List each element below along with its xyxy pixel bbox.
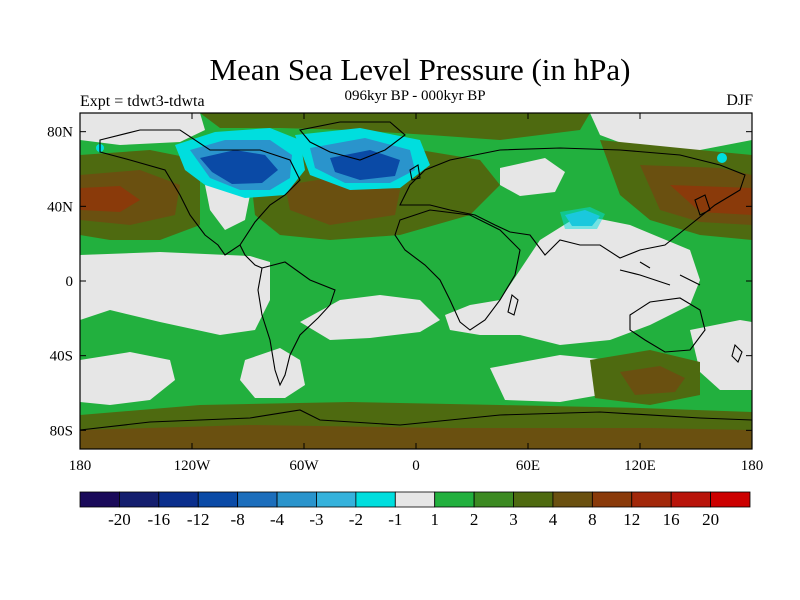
x-tick-label: 180	[741, 458, 764, 474]
y-tick-label: 80S	[50, 423, 73, 439]
y-tick-label: 0	[66, 274, 74, 290]
x-tick-label: 120E	[624, 458, 656, 474]
coast-south-america	[257, 261, 336, 387]
y-axis: 80N 40N 0 40S 80S	[47, 125, 752, 439]
colorbar-swatch	[237, 491, 278, 508]
colorbar-swatch	[473, 491, 514, 508]
zero-region-south-atlantic	[300, 295, 440, 340]
x-tick-label: 180	[69, 458, 92, 474]
brown-center-north-pacific-west	[80, 186, 140, 212]
coast-indonesia	[619, 261, 701, 286]
colorbar-label: -3	[309, 510, 323, 529]
colorbar-swatch	[158, 491, 199, 508]
brown-core-antarctica	[80, 425, 752, 449]
season-label: DJF	[726, 92, 753, 109]
zero-region-south-pacific	[80, 352, 175, 405]
blue-spot-kamchatka	[717, 153, 727, 163]
colorbar-swatch	[276, 491, 317, 508]
coast-antarctica	[80, 409, 752, 431]
x-tick-label: 60E	[516, 458, 540, 474]
colorbar-swatch	[316, 491, 357, 508]
colorbar-swatch	[394, 491, 436, 508]
x-tick-label: 0	[412, 458, 420, 474]
colorbar-swatch	[355, 491, 396, 508]
colorbar-label: 4	[549, 510, 558, 529]
colorbar-label: 12	[623, 510, 640, 529]
colorbar: -20 -16 -12 -8 -4 -3 -2 -1 1 2 3 4 8 12 16 20	[79, 491, 751, 529]
x-axis: 180 120W 60W 0 60E 120E 180	[69, 113, 764, 474]
coast-central-america	[239, 244, 263, 269]
colorbar-swatch	[197, 491, 239, 508]
colorbar-label: -2	[349, 510, 363, 529]
blue-region-tibet-rim	[560, 207, 605, 229]
colorbar-swatch	[434, 491, 475, 508]
zero-region-sahara	[500, 158, 565, 196]
colorbar-label: -1	[388, 510, 402, 529]
coast-north-america	[99, 129, 301, 256]
brown-center-east-asia	[670, 185, 752, 215]
coast-japan	[694, 194, 711, 216]
blue-region-greenland-core	[330, 150, 400, 180]
colorbar-label: 20	[702, 510, 719, 529]
coast-madagascar	[507, 294, 519, 316]
colorbar-label: -8	[231, 510, 245, 529]
colorbar-label: -16	[147, 510, 170, 529]
colorbar-label: 16	[663, 510, 680, 529]
colorbar-label: 8	[588, 510, 597, 529]
colorbar-swatch	[79, 491, 120, 508]
coast-eurasia	[399, 147, 746, 259]
experiment-label: Expt = tdwt3-tdwta	[80, 93, 205, 110]
colorbar-swatch	[591, 491, 633, 508]
coast-uk	[409, 164, 421, 181]
colorbar-label: -20	[108, 510, 131, 529]
coast-africa	[394, 209, 521, 331]
zero-region-sw-pacific	[690, 320, 752, 390]
coast-new-zealand	[731, 343, 743, 363]
colorbar-label: 1	[430, 510, 439, 529]
colorbar-label: 3	[509, 510, 518, 529]
brown-core-south-pacific	[620, 366, 685, 395]
colorbar-label: -4	[270, 510, 285, 529]
zero-region-siberia	[590, 113, 752, 150]
zero-region-east-pacific	[80, 252, 270, 335]
x-tick-label: 60W	[289, 458, 319, 474]
map-title: Mean Sea Level Pressure (in hPa)	[209, 52, 631, 87]
map-subtitle: 096kyr BP - 000kyr BP	[344, 88, 486, 104]
y-tick-label: 40S	[50, 349, 73, 365]
colorbar-label: -12	[187, 510, 210, 529]
coastlines	[80, 121, 752, 431]
contour-field	[80, 113, 752, 449]
colorbar-swatch	[513, 491, 554, 508]
colorbar-swatch	[552, 491, 593, 508]
colorbar-swatch	[710, 491, 751, 508]
colorbar-swatch	[119, 491, 160, 508]
y-tick-label: 40N	[47, 199, 73, 215]
colorbar-label: 2	[470, 510, 479, 529]
x-tick-label: 120W	[174, 458, 212, 474]
coast-greenland	[298, 121, 406, 161]
coast-australia	[629, 297, 706, 353]
blue-region-north-america-core	[200, 150, 278, 184]
colorbar-swatch	[631, 491, 672, 508]
y-tick-label: 80N	[47, 125, 73, 141]
colorbar-swatch	[670, 491, 711, 508]
zero-region-east-indian-south	[490, 355, 610, 402]
